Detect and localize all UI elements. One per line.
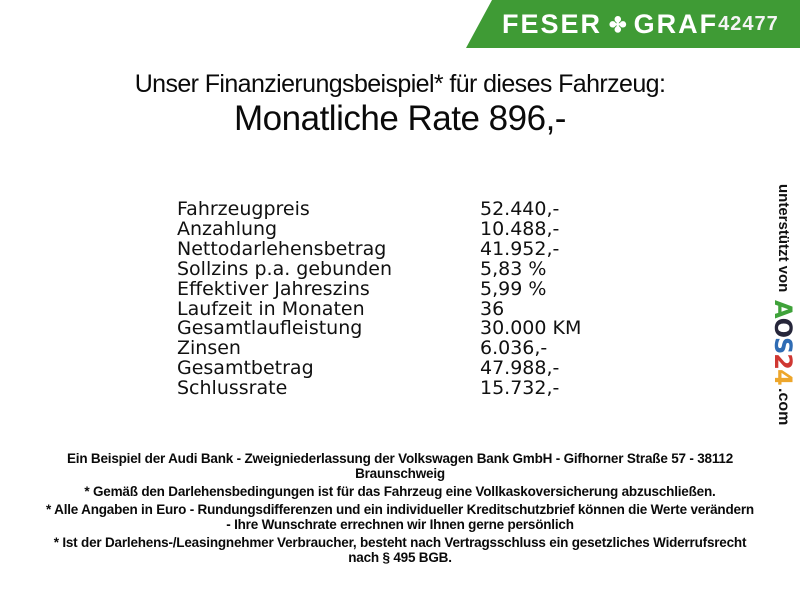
clover-icon: ✤ <box>609 13 627 37</box>
finance-table: Fahrzeugpreis 52.440,- Anzahlung 10.488,… <box>177 198 582 400</box>
title-financing-example: Unser Finanzierungsbeispiel* für dieses … <box>134 70 666 98</box>
row-label: Schlussrate <box>177 377 288 400</box>
header-banner: FESER ✤ GRAF 42477 <box>466 0 800 48</box>
footer-line: * Gemäß den Darlehensbedingungen ist für… <box>84 484 716 499</box>
row-label: Laufzeit in Monaten <box>177 297 365 320</box>
aos24-logo: AOS24 <box>769 300 797 385</box>
row-label: Anzahlung <box>177 217 278 240</box>
row-value: 30.000 KM <box>480 317 582 340</box>
dealer-number: 42477 <box>718 12 779 35</box>
aos24-letter: A <box>769 300 797 318</box>
footer-line: Braunschweig <box>355 466 445 481</box>
row-label: Gesamtlaufleistung <box>177 317 363 340</box>
row-value: 10.488,- <box>480 217 560 240</box>
legal-footer: Ein Beispiel der Audi Bank - Zweignieder… <box>0 451 800 568</box>
vertical-credit: unterstützt von AOS24 .com <box>769 184 797 426</box>
row-value: 15.732,- <box>480 377 560 400</box>
footer-line: * Ist der Darlehens-/Leasingnehmer Verbr… <box>53 535 747 550</box>
row-value: 5,83 % <box>480 257 547 280</box>
title-monthly-rate: Monatliche Rate 896,- <box>234 99 566 138</box>
aos24-letter: 2 <box>769 353 797 370</box>
row-label: Gesamtbetrag <box>177 357 314 380</box>
footer-line: - Ihre Wunschrate errechnen wir Ihnen ge… <box>226 517 574 532</box>
footer-withdrawal-paragraph: * Ist der Darlehens-/Leasingnehmer Verbr… <box>0 535 800 565</box>
feser-graf-logo: FESER ✤ GRAF <box>502 8 719 39</box>
row-value: 6.036,- <box>480 337 548 360</box>
aos24-letter: 4 <box>769 369 797 386</box>
brand-part2: GRAF <box>633 8 719 39</box>
footer-insurance-paragraph: * Gemäß den Darlehensbedingungen ist für… <box>0 484 800 499</box>
footer-line: Ein Beispiel der Audi Bank - Zweignieder… <box>66 451 734 466</box>
aos24-letter: O <box>769 317 797 338</box>
footer-line: nach § 495 BGB. <box>348 550 452 565</box>
row-label: Fahrzeugpreis <box>177 198 310 220</box>
row-value: 41.952,- <box>480 237 560 260</box>
credit-prefix: unterstützt von <box>775 184 792 293</box>
row-label: Zinsen <box>177 337 241 360</box>
row-label: Sollzins p.a. gebunden <box>177 257 392 280</box>
footer-bank-paragraph: Ein Beispiel der Audi Bank - Zweignieder… <box>0 451 800 481</box>
row-label: Nettodarlehensbetrag <box>177 237 387 260</box>
footer-euro-paragraph: * Alle Angaben in Euro - Rundungsdiffere… <box>0 502 800 532</box>
row-value: 47.988,- <box>480 357 560 380</box>
row-value: 5,99 % <box>480 277 547 300</box>
row-value: 36 <box>480 297 505 320</box>
aos24-letter: S <box>769 337 797 354</box>
credit-suffix: .com <box>775 388 792 426</box>
brand-part1: FESER <box>502 8 603 39</box>
row-value: 52.440,- <box>480 198 560 220</box>
row-label: Effektiver Jahreszins <box>177 277 370 300</box>
footer-line: * Alle Angaben in Euro - Rundungsdiffere… <box>46 502 754 517</box>
